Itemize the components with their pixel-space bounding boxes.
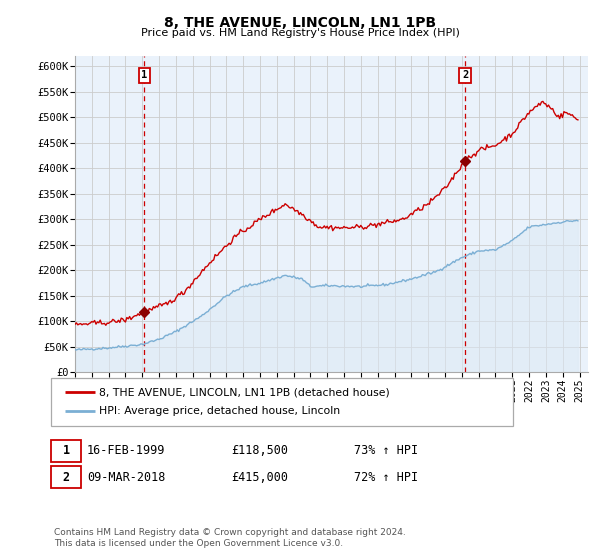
Text: Price paid vs. HM Land Registry's House Price Index (HPI): Price paid vs. HM Land Registry's House …	[140, 28, 460, 38]
Text: Contains HM Land Registry data © Crown copyright and database right 2024.
This d: Contains HM Land Registry data © Crown c…	[54, 528, 406, 548]
Text: 73% ↑ HPI: 73% ↑ HPI	[354, 444, 418, 458]
Text: 8, THE AVENUE, LINCOLN, LN1 1PB (detached house): 8, THE AVENUE, LINCOLN, LN1 1PB (detache…	[99, 387, 390, 397]
Text: £118,500: £118,500	[231, 444, 288, 458]
Text: HPI: Average price, detached house, Lincoln: HPI: Average price, detached house, Linc…	[99, 407, 340, 417]
Text: 72% ↑ HPI: 72% ↑ HPI	[354, 470, 418, 484]
Text: 8, THE AVENUE, LINCOLN, LN1 1PB: 8, THE AVENUE, LINCOLN, LN1 1PB	[164, 16, 436, 30]
Text: 16-FEB-1999: 16-FEB-1999	[87, 444, 166, 458]
Text: 2: 2	[62, 470, 70, 484]
Text: 1: 1	[62, 444, 70, 458]
Text: 09-MAR-2018: 09-MAR-2018	[87, 470, 166, 484]
Text: £415,000: £415,000	[231, 470, 288, 484]
Text: 2: 2	[462, 70, 468, 80]
Text: 1: 1	[141, 70, 148, 80]
